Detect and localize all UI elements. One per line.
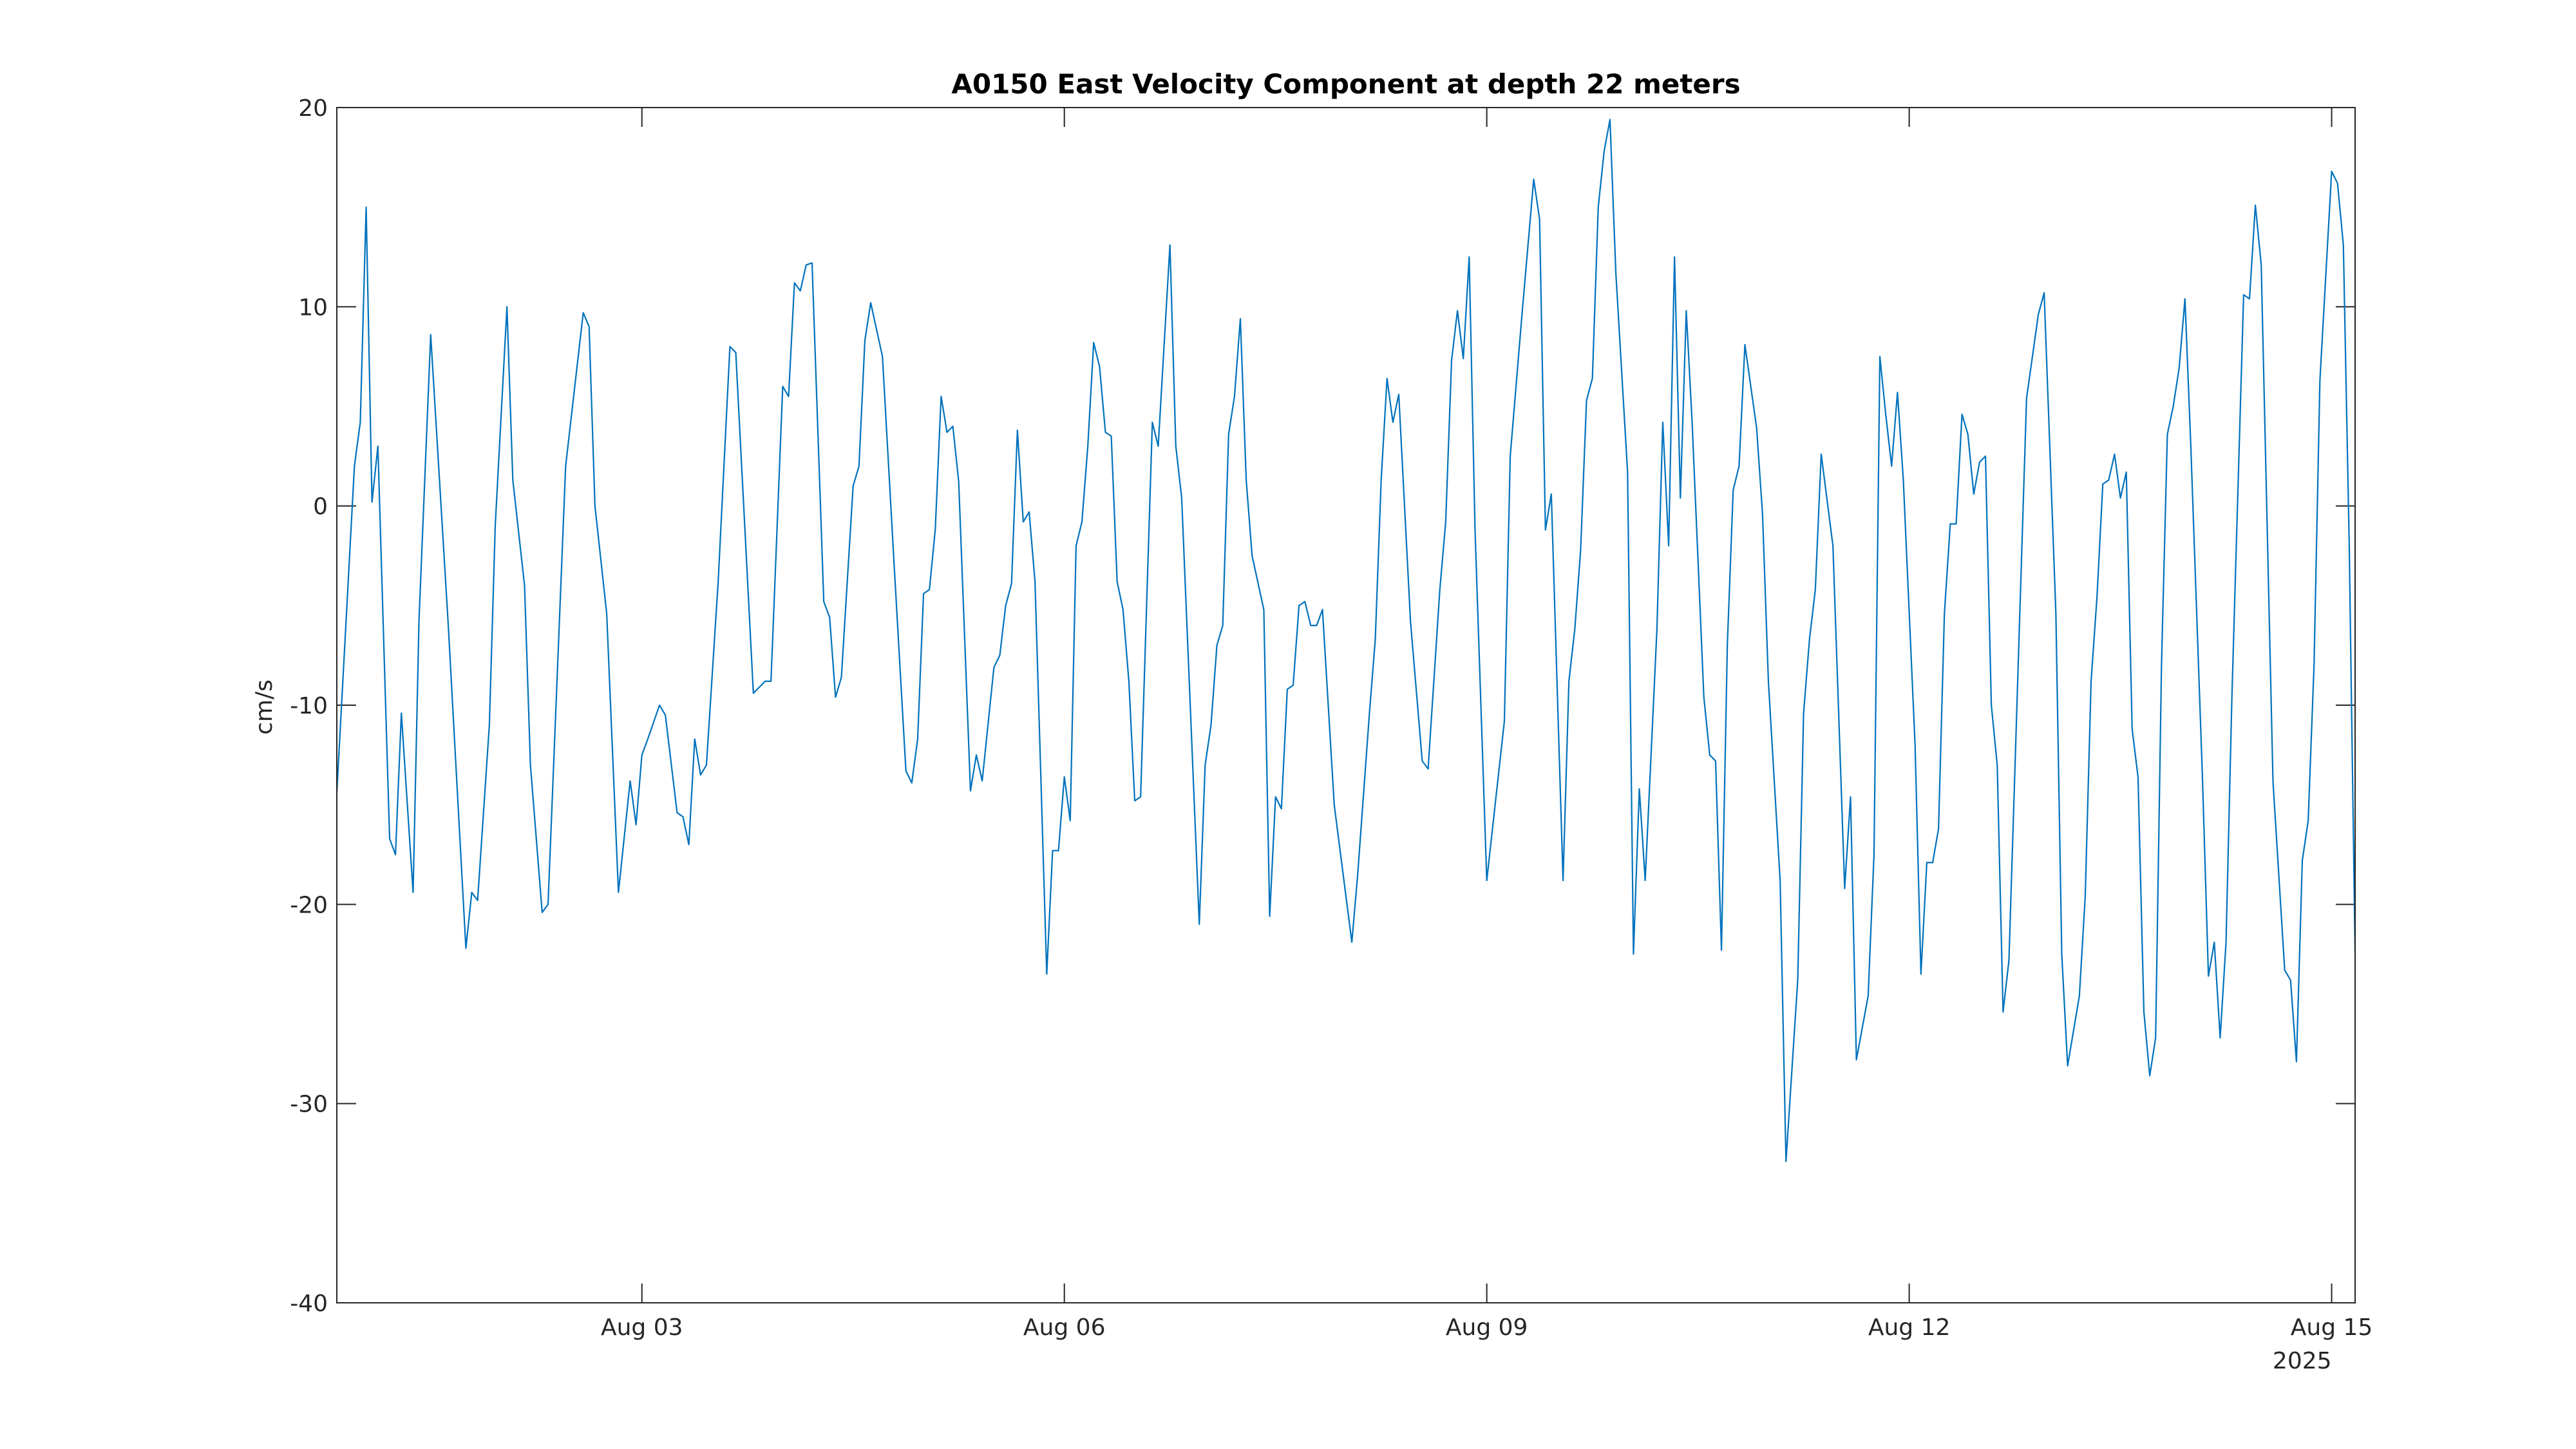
x-tick-label: Aug 15 <box>2291 1314 2373 1341</box>
y-axis-label: cm/s <box>251 679 278 735</box>
x-tick-label: Aug 03 <box>601 1314 683 1341</box>
axes-box <box>336 107 2356 1303</box>
x-tick-label: Aug 06 <box>1023 1314 1106 1341</box>
y-tick-label: -10 <box>290 693 328 719</box>
y-tick-label: -40 <box>290 1291 328 1317</box>
y-tick-label: 20 <box>298 95 328 122</box>
x-tick-label: Aug 12 <box>1868 1314 1951 1341</box>
chart-title: A0150 East Velocity Component at depth 2… <box>951 68 1740 100</box>
y-tick-label: -30 <box>290 1092 328 1118</box>
x-tick-label: Aug 09 <box>1446 1314 1528 1341</box>
y-tick-label: 10 <box>298 294 328 321</box>
x-year-label: 2025 <box>2273 1348 2332 1374</box>
y-tick-label: -20 <box>290 892 328 918</box>
data-line <box>336 118 2356 1162</box>
y-tick-label: 0 <box>313 494 328 520</box>
